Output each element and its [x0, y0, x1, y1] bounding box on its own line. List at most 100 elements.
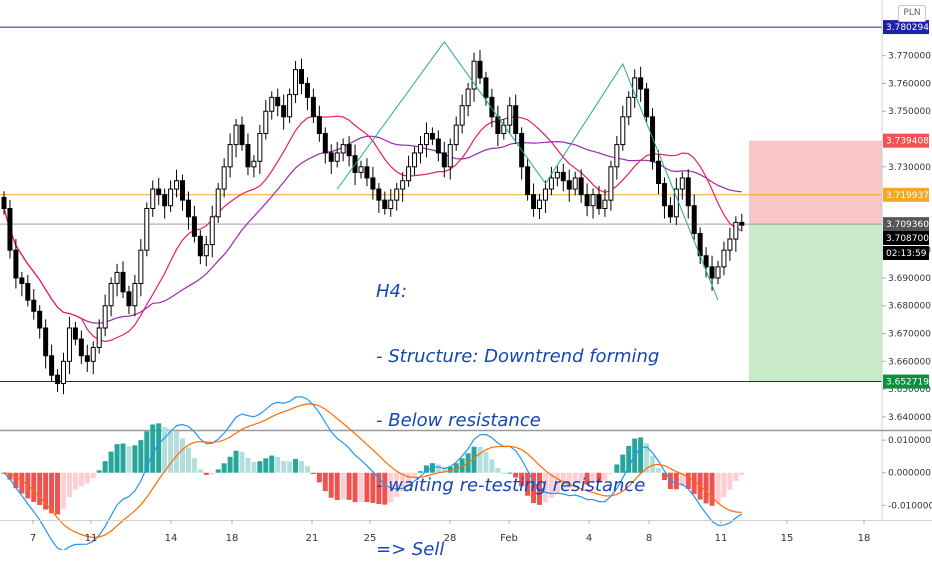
macd-histogram-bar: [55, 472, 61, 515]
candle-body: [304, 82, 310, 98]
macd-histogram-bar: [191, 458, 197, 473]
macd-histogram-bar: [334, 472, 340, 501]
y-tick-label: 3.650000: [888, 385, 931, 395]
macd-histogram-bar: [215, 469, 221, 473]
macd-histogram-bar: [650, 455, 656, 473]
macd-histogram-bar: [727, 472, 733, 490]
candle-body: [441, 152, 447, 168]
macd-histogram-bar: [233, 450, 239, 473]
y-tick-label: 3.770000: [888, 52, 931, 62]
candle-body: [548, 177, 554, 190]
macd-histogram-bar: [656, 468, 661, 473]
candle-body: [614, 144, 620, 168]
macd-histogram-bar: [477, 446, 483, 473]
y-tick-label: 3.660000: [888, 357, 931, 367]
macd-histogram-bar: [715, 472, 721, 504]
candle-body: [423, 132, 429, 146]
candle-body: [620, 116, 626, 146]
macd-y-tick-label: 0.010000: [888, 436, 931, 446]
macd-histogram-bar: [661, 472, 667, 481]
candle-body: [310, 96, 316, 118]
macd-histogram-bar: [120, 443, 126, 473]
macd-histogram-bar: [525, 472, 531, 496]
candle-body: [221, 166, 227, 190]
candle-body: [542, 188, 548, 201]
x-tick-label: 15: [781, 533, 794, 544]
macd-histogram-bar: [287, 461, 293, 473]
candle-body: [406, 166, 412, 182]
candle-body: [429, 132, 435, 140]
candle-body: [19, 277, 25, 285]
candle-body: [721, 249, 727, 268]
macd-histogram-bar: [572, 472, 578, 485]
y-tick-label: 3.730000: [888, 163, 931, 173]
macd-histogram-bar: [638, 437, 644, 473]
macd-histogram-bar: [644, 443, 650, 473]
macd-y-tick-label: -0.010000: [888, 501, 932, 511]
currency-button[interactable]: PLN: [898, 5, 926, 22]
macd-histogram-bar: [733, 472, 739, 481]
candle-body: [400, 180, 406, 190]
macd-histogram-bar: [269, 455, 275, 473]
macd-histogram-bar: [126, 446, 132, 473]
macd-histogram-bar: [61, 472, 66, 509]
candle-body: [78, 338, 84, 357]
candle-body: [61, 360, 66, 385]
macd-histogram-bar: [554, 472, 560, 493]
macd-histogram-bar: [328, 472, 334, 498]
candle-body: [293, 69, 299, 96]
macd-histogram-bar: [418, 471, 423, 473]
macd-histogram-bar: [709, 472, 715, 506]
x-tick-label: 11: [715, 533, 728, 544]
macd-histogram-bar: [150, 424, 156, 473]
candle-body: [661, 182, 667, 207]
macd-histogram-bar: [435, 464, 441, 473]
candle-body: [453, 124, 459, 146]
candle-body: [328, 152, 334, 162]
price-tag-label: 3.719937: [886, 191, 929, 201]
x-tick-label: 7: [30, 533, 36, 544]
macd-histogram-bar: [721, 472, 727, 498]
candle-body: [584, 194, 590, 207]
candle-body: [13, 249, 19, 279]
candle-body: [507, 105, 513, 126]
x-tick-label: 14: [165, 533, 178, 544]
x-tick-label: 21: [306, 533, 319, 544]
analysis-annotation: H4: - Structure: Downtrend forming - Bel…: [376, 238, 659, 582]
annotation-line: - Below resistance: [376, 410, 541, 431]
macd-histogram-bar: [239, 451, 245, 473]
macd-histogram-bar: [293, 458, 299, 473]
macd-histogram-bar: [679, 472, 685, 487]
price-tag-label: 3.780294: [886, 23, 929, 33]
candle-body: [578, 177, 584, 196]
candle-body: [340, 144, 346, 154]
macd-line: [3, 396, 743, 552]
candle-body: [209, 216, 215, 246]
macd-histogram-bar: [566, 472, 572, 488]
candle-body: [322, 132, 328, 154]
macd-histogram-bar: [114, 444, 120, 473]
macd-histogram-bar: [168, 429, 174, 473]
macd-histogram-bar: [596, 472, 602, 483]
macd-histogram-bar: [174, 431, 180, 473]
macd-histogram-bar: [275, 456, 281, 473]
candle-body: [281, 105, 287, 118]
macd-histogram-bar: [197, 469, 203, 473]
candle-body: [72, 327, 78, 340]
macd-histogram-bar: [507, 472, 513, 474]
candle-body: [679, 177, 685, 190]
macd-histogram-bar: [322, 472, 328, 492]
macd-histogram-bar: [310, 472, 316, 474]
chart-canvas[interactable]: 3.7700003.7600003.7500003.7300003.700000…: [0, 0, 932, 552]
y-tick-label: 3.680000: [888, 302, 931, 312]
candle-body: [590, 194, 596, 207]
candle-body: [691, 205, 697, 235]
macd-histogram-bar: [620, 454, 626, 473]
candle-body: [251, 160, 257, 168]
candle-body: [566, 180, 572, 190]
macd-histogram-bar: [447, 466, 453, 473]
candle-body: [275, 96, 281, 107]
macd-histogram-bar: [578, 472, 584, 484]
price-tag-label: 3.709360: [886, 220, 929, 230]
candle-body: [388, 199, 394, 209]
